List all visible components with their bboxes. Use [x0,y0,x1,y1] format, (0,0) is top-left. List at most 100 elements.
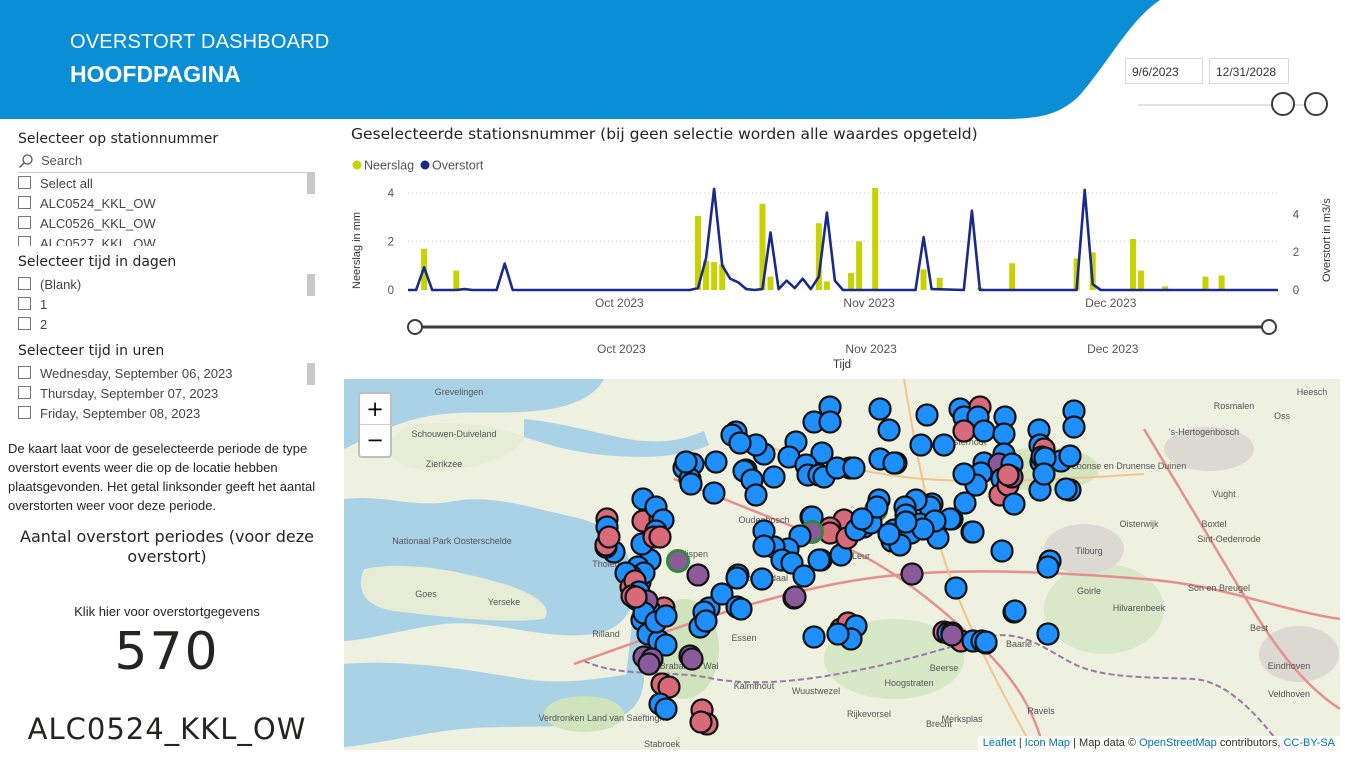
days-scrollbar[interactable] [307,274,315,296]
station-option[interactable]: ALC0524_KKL_OW [18,194,308,214]
overstort-marker[interactable] [868,397,892,421]
range-slider-end-handle[interactable] [1261,319,1277,335]
icon-map-link[interactable]: Icon Map [1024,737,1071,749]
overstort-marker[interactable] [762,465,786,489]
overstort-marker[interactable] [850,507,874,531]
checkbox[interactable] [18,297,31,310]
overstort-marker[interactable] [1002,492,1026,516]
days-option[interactable]: (Blank) [18,275,308,295]
overstort-marker[interactable] [597,525,621,549]
days-option[interactable]: 2 [18,315,308,335]
overstort-marker[interactable] [1054,477,1078,501]
range-slider-start-handle[interactable] [407,319,423,335]
overstort-marker[interactable] [952,462,976,486]
overstort-marker[interactable] [783,585,807,609]
overstort-marker[interactable] [674,450,698,474]
overstort-marker[interactable] [953,491,977,515]
overstort-marker[interactable] [909,433,933,457]
osm-link[interactable]: OpenStreetMap [1139,737,1217,749]
overstort-marker[interactable] [654,604,678,628]
overstort-marker[interactable] [704,450,728,474]
overstort-marker[interactable] [1036,622,1060,646]
overstort-marker[interactable] [915,403,939,427]
overstort-marker[interactable] [702,481,726,505]
station-option-select-all[interactable]: Select all [18,174,308,194]
overstort-marker[interactable] [810,441,834,465]
leaflet-link[interactable]: Leaflet [982,737,1016,749]
overstort-marker[interactable] [680,647,704,671]
overstort-marker[interactable] [666,549,690,573]
overstort-marker[interactable] [894,510,918,534]
checkbox[interactable] [18,196,31,209]
overstort-marker[interactable] [807,548,831,572]
overstort-marker[interactable] [877,418,901,442]
checkbox[interactable] [18,386,31,399]
overstort-marker[interactable] [990,539,1014,563]
overstort-marker[interactable] [752,534,776,558]
hours-scrollbar[interactable] [307,363,315,385]
checkbox[interactable] [18,366,31,379]
station-scrollbar[interactable] [307,172,315,194]
date-range-end-handle[interactable] [1304,92,1328,116]
overstort-marker[interactable] [728,431,752,455]
checkbox[interactable] [18,277,31,290]
time-range-slider[interactable]: Oct 2023 Nov 2023 Dec 2023 Tijd [407,319,1277,371]
overstort-marker[interactable] [710,582,734,606]
overstort-map[interactable]: Grevelingen Schouwen-Duiveland Zierikzee Na… [344,379,1340,750]
map-tiles[interactable]: Grevelingen Schouwen-Duiveland Zierikzee Na… [344,379,1340,750]
overstort-marker[interactable] [961,520,985,544]
license-link[interactable]: CC-BY-SA [1283,737,1335,749]
overstort-marker[interactable] [792,564,816,588]
overstort-marker[interactable] [679,472,703,496]
station-search[interactable]: Search [18,152,314,173]
station-option[interactable]: ALC0526_KKL_OW [18,214,308,234]
overstort-marker[interactable] [865,495,889,519]
overstort-marker[interactable] [877,522,901,546]
days-option[interactable]: 1 [18,295,308,315]
checkbox[interactable] [18,176,31,189]
overstort-marker[interactable] [648,525,672,549]
overstort-marker[interactable] [974,630,998,654]
overstort-marker[interactable] [654,633,678,657]
overstort-marker[interactable] [900,562,924,586]
hours-option[interactable]: Wednesday, September 06, 2023 [18,364,308,384]
overstort-marker[interactable] [725,566,749,590]
overstort-marker[interactable] [1058,444,1082,468]
hours-option[interactable]: Friday, September 08, 2023 [18,404,308,424]
overstort-marker[interactable] [729,597,753,621]
overstort-marker[interactable] [689,710,713,734]
date-start-input[interactable]: 9/6/2023 [1125,58,1203,84]
hours-option[interactable]: Thursday, September 07, 2023 [18,384,308,404]
overstort-marker[interactable] [932,433,956,457]
overstort-marker[interactable] [952,419,976,443]
station-option[interactable]: ALC0527_KKL_OW [18,234,308,246]
overstort-marker[interactable] [1036,555,1060,579]
overstort-marker[interactable] [818,410,842,434]
overstort-marker[interactable] [1003,599,1027,623]
overstort-details-link[interactable]: Klik hier voor overstortgegevens [74,604,260,619]
overstort-marker[interactable] [940,623,964,647]
checkbox[interactable] [18,216,31,229]
overstort-marker[interactable] [842,456,866,480]
overstort-marker[interactable] [882,451,906,475]
overstort-marker[interactable] [826,622,850,646]
overstort-marker[interactable] [744,483,768,507]
overstort-marker[interactable] [996,463,1020,487]
overstort-marker[interactable] [694,609,718,633]
zoom-in-button[interactable]: + [360,394,390,425]
overstort-marker[interactable] [1062,415,1086,439]
overstort-marker[interactable] [1032,462,1056,486]
overstort-markers[interactable] [594,395,1086,736]
checkbox[interactable] [18,317,31,330]
date-end-input[interactable]: 12/31/2028 [1209,58,1289,84]
overstort-marker[interactable] [750,567,774,591]
overstort-marker[interactable] [972,419,996,443]
checkbox[interactable] [18,406,31,419]
overstort-marker[interactable] [624,585,648,609]
date-range-slider-track[interactable] [1138,104,1308,106]
overstort-marker[interactable] [992,422,1016,446]
overstort-marker[interactable] [802,625,826,649]
overstort-marker[interactable] [654,697,678,721]
date-range-start-handle[interactable] [1271,92,1295,116]
zoom-out-button[interactable]: − [366,428,384,452]
